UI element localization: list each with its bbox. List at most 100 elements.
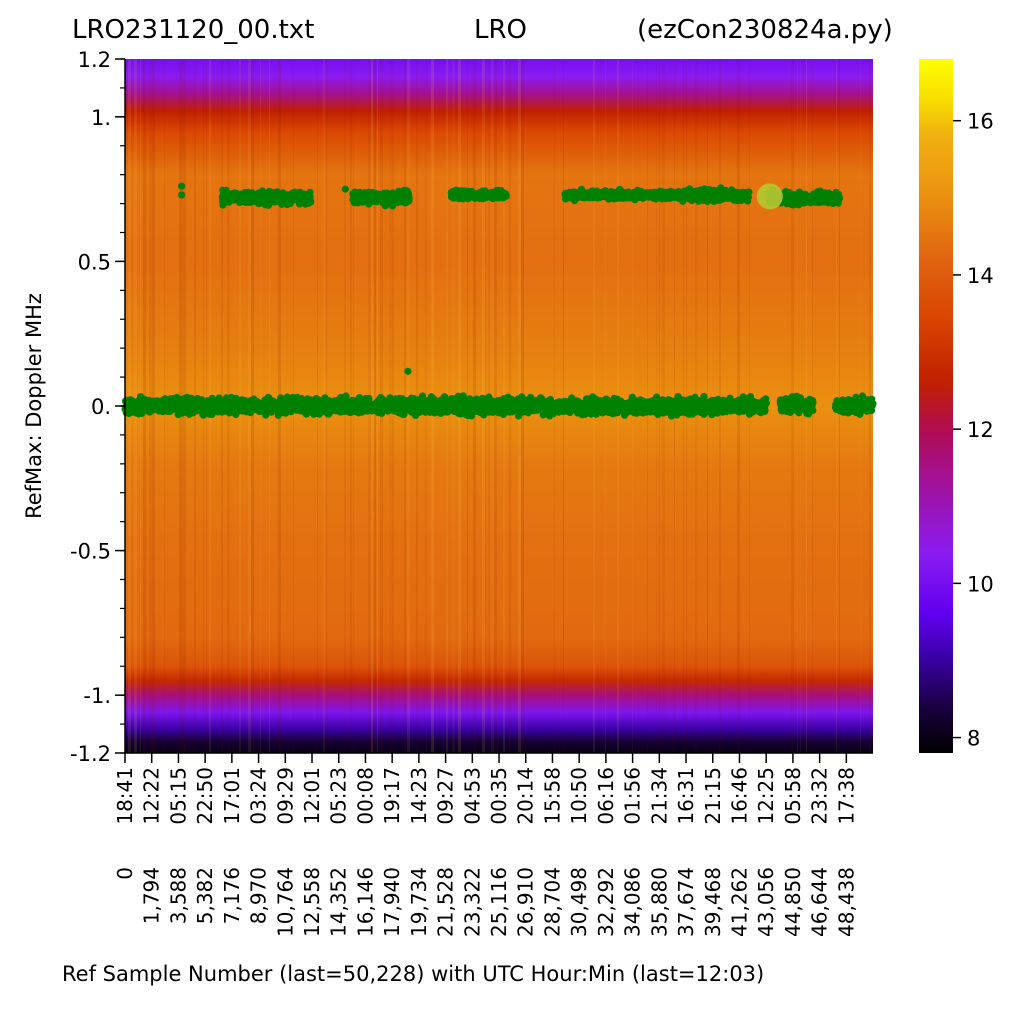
- scatter-series: [121, 182, 877, 420]
- scatter-point: [795, 409, 803, 417]
- x-tick-label-sample: 35,880: [647, 867, 671, 937]
- scatter-point: [230, 401, 238, 410]
- scatter-point: [571, 400, 579, 408]
- scatter-point: [478, 191, 486, 199]
- scatter-point: [448, 403, 456, 412]
- scatter-point: [691, 190, 699, 198]
- y-tick-label: -1.2: [70, 742, 111, 766]
- x-tick-label-utc: 16:31: [674, 767, 698, 825]
- scatter-point: [628, 403, 637, 411]
- x-tick-label-sample: 44,850: [781, 867, 805, 937]
- scatter-point: [342, 402, 350, 410]
- x-tick-label-sample: 17,940: [380, 867, 404, 937]
- x-tick-label-sample: 41,262: [728, 867, 752, 937]
- chart-title-filename: LRO231120_00.txt: [72, 15, 315, 45]
- chart-title-program: (ezCon230824a.py): [637, 15, 893, 45]
- scatter-point: [568, 191, 576, 199]
- scatter-point: [225, 198, 233, 206]
- x-tick-label-utc: 05:15: [166, 767, 190, 825]
- y-tick-label: -0.5: [70, 540, 111, 564]
- x-tick-label-utc: 22:50: [193, 767, 217, 825]
- scatter-point: [488, 397, 496, 405]
- scatter-point: [125, 409, 133, 417]
- x-tick-label-utc: 12:22: [140, 767, 164, 825]
- scatter-point: [246, 399, 255, 407]
- scatter-point: [341, 185, 349, 193]
- scatter-point: [831, 195, 839, 203]
- scatter-point: [804, 406, 813, 414]
- x-tick-label-sample: 23,322: [460, 867, 484, 937]
- scatter-point: [571, 197, 579, 205]
- scatter-point: [497, 397, 505, 405]
- scatter-point: [495, 192, 503, 200]
- x-tick-label-utc: 20:14: [514, 767, 538, 825]
- scatter-point: [713, 409, 721, 417]
- x-tick-label-utc: 21:15: [701, 767, 725, 825]
- scatter-point: [251, 196, 259, 205]
- scatter-point: [649, 404, 657, 412]
- scatter-point: [452, 189, 460, 197]
- scatter-point: [239, 193, 248, 201]
- scatter-point: [241, 407, 249, 415]
- scatter-point: [296, 407, 304, 415]
- x-tick-label-sample: 37,674: [674, 867, 698, 937]
- scatter-point: [639, 409, 648, 417]
- scatter-point: [721, 403, 730, 412]
- scatter-point: [676, 401, 684, 410]
- scatter-point: [566, 403, 574, 411]
- x-tick-label-utc: 10:50: [567, 767, 591, 825]
- scatter-point: [864, 396, 872, 404]
- x-tick-label-sample: 48,438: [834, 867, 858, 937]
- scatter-point: [856, 410, 864, 418]
- scatter-point: [720, 189, 729, 197]
- scatter-point: [348, 402, 356, 410]
- scatter-point: [628, 192, 636, 200]
- scatter-point: [238, 396, 246, 404]
- scatter-point: [864, 407, 872, 415]
- scatter-point: [178, 191, 186, 199]
- scatter-point: [695, 397, 704, 405]
- x-tick-label-sample: 28,704: [541, 867, 565, 937]
- scatter-point: [667, 398, 675, 406]
- scatter-point: [858, 392, 867, 400]
- scatter-point: [407, 407, 415, 415]
- x-tick-label-utc: 04:53: [460, 767, 484, 825]
- scatter-point: [635, 398, 643, 406]
- x-tick-label-utc: 16:46: [728, 767, 752, 825]
- scatter-point: [683, 397, 691, 406]
- y-tick-label: 0.: [91, 395, 111, 419]
- scatter-point: [614, 189, 622, 197]
- scatter-point: [430, 403, 438, 412]
- scatter-point: [210, 405, 218, 413]
- colorbar-tick-label: 8: [967, 727, 980, 751]
- scatter-point: [589, 405, 597, 413]
- x-tick-label-utc: 06:16: [594, 767, 618, 825]
- scatter-point: [142, 396, 150, 404]
- scatter-point: [848, 406, 856, 414]
- scatter-point: [411, 411, 420, 419]
- scatter-point: [497, 406, 505, 414]
- scatter-point: [621, 402, 629, 410]
- scatter-point: [797, 194, 805, 203]
- scatter-point: [375, 197, 383, 205]
- x-tick-label-utc: 00:35: [487, 767, 511, 825]
- scatter-point: [520, 403, 528, 411]
- x-tick-label-sample: 39,468: [701, 867, 725, 937]
- scatter-point: [400, 401, 408, 409]
- colorbar-tick-label: 10: [967, 572, 994, 596]
- x-tick-label-utc: 09:27: [434, 767, 458, 825]
- colorbar-tick-label: 12: [967, 418, 994, 442]
- x-tick-label-sample: 46,644: [808, 867, 832, 937]
- scatter-point: [263, 396, 271, 404]
- scatter-point: [398, 395, 406, 403]
- scatter-point: [583, 407, 591, 415]
- scatter-point: [777, 404, 786, 412]
- scatter-point: [199, 411, 207, 419]
- scatter-point: [584, 396, 593, 404]
- scatter-point: [423, 397, 431, 405]
- scatter-point: [557, 405, 565, 413]
- scatter-point: [174, 411, 182, 419]
- colorbar-tick-label: 14: [967, 264, 994, 288]
- scatter-point: [392, 402, 400, 410]
- scatter-point: [849, 400, 858, 408]
